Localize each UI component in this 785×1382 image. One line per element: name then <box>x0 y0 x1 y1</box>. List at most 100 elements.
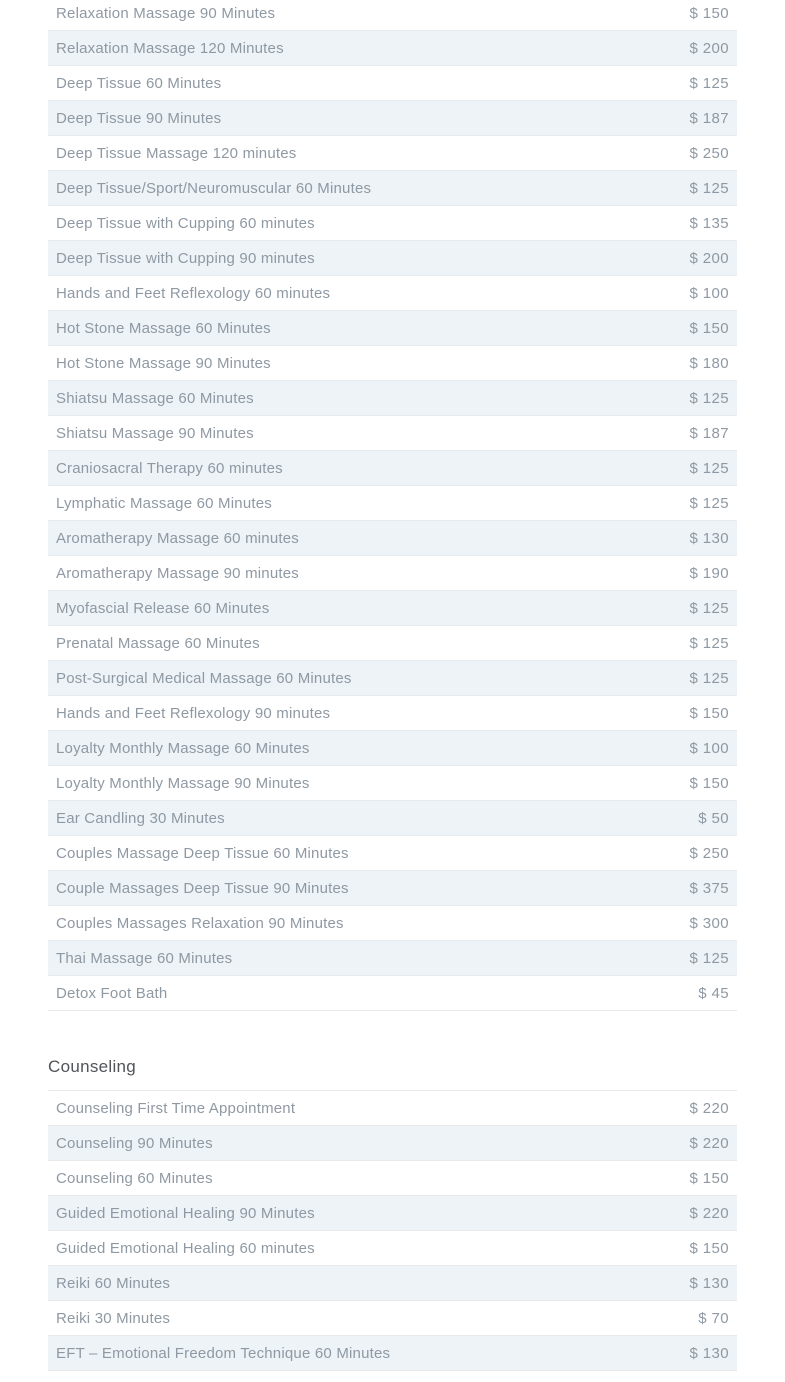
service-row: Shiatsu Massage 90 Minutes $ 187 <box>48 416 737 451</box>
service-price: $ 125 <box>689 949 729 967</box>
service-price: $ 220 <box>689 1204 729 1222</box>
service-name: Thai Massage 60 Minutes <box>56 949 233 967</box>
price-table: Counseling First Time Appointment $ 220 Co… <box>48 1090 737 1382</box>
service-price: $ 200 <box>689 39 729 57</box>
service-name: Hot Stone Massage 60 Minutes <box>56 319 271 337</box>
service-row: Hands and Feet Reflexology 90 minutes $ 1… <box>48 696 737 731</box>
service-name: Post-Surgical Medical Massage 60 Minutes <box>56 669 352 687</box>
service-row: Aromatherapy Massage 60 minutes $ 130 <box>48 521 737 556</box>
service-price: $ 130 <box>689 1344 729 1362</box>
service-row: Ear Candling 30 Minutes $ 50 <box>48 801 737 836</box>
service-name: Deep Tissue 60 Minutes <box>56 74 222 92</box>
service-row: Hot Stone Massage 60 Minutes $ 150 <box>48 311 737 346</box>
service-row: Counseling 90 Minutes $ 220 <box>48 1126 737 1161</box>
service-row: Detox Foot Bath $ 45 <box>48 976 737 1011</box>
service-name: Relaxation Massage 90 Minutes <box>56 4 276 22</box>
service-name: Ear Candling 30 Minutes <box>56 809 225 827</box>
service-name: Prenatal Massage 60 Minutes <box>56 634 260 652</box>
service-price: $ 220 <box>689 1099 729 1117</box>
service-price: $ 187 <box>689 424 729 442</box>
service-row: Counseling 60 Minutes $ 150 <box>48 1161 737 1196</box>
service-price: $ 70 <box>698 1309 729 1327</box>
service-price: $ 125 <box>689 599 729 617</box>
service-row: Loyalty Monthly Massage 60 Minutes $ 100 <box>48 731 737 766</box>
service-price: $ 125 <box>689 179 729 197</box>
service-row-truncated <box>48 1371 737 1382</box>
service-name: Counseling 90 Minutes <box>56 1134 213 1152</box>
service-row: Thai Massage 60 Minutes $ 125 <box>48 941 737 976</box>
service-price: $ 150 <box>689 704 729 722</box>
service-row: Deep Tissue 90 Minutes $ 187 <box>48 101 737 136</box>
service-row: Prenatal Massage 60 Minutes $ 125 <box>48 626 737 661</box>
service-price: $ 150 <box>689 1239 729 1257</box>
service-name: Deep Tissue/Sport/Neuromuscular 60 Minut… <box>56 179 372 197</box>
service-row: Guided Emotional Healing 90 Minutes $ 220 <box>48 1196 737 1231</box>
service-row: EFT – Emotional Freedom Technique 60 Min… <box>48 1336 737 1371</box>
service-row: Couples Massages Relaxation 90 Minutes $ … <box>48 906 737 941</box>
service-price: $ 125 <box>689 669 729 687</box>
service-price: $ 200 <box>689 249 729 267</box>
service-price: $ 220 <box>689 1134 729 1152</box>
service-price: $ 187 <box>689 109 729 127</box>
service-name: Couple Massages Deep Tissue 90 Minutes <box>56 879 349 897</box>
service-price: $ 150 <box>689 774 729 792</box>
service-name: Hands and Feet Reflexology 60 minutes <box>56 284 331 302</box>
service-name: Myofascial Release 60 Minutes <box>56 599 270 617</box>
service-name: Hot Stone Massage 90 Minutes <box>56 354 271 372</box>
service-price: $ 250 <box>689 844 729 862</box>
service-name: Deep Tissue 90 Minutes <box>56 109 222 127</box>
service-row: Deep Tissue/Sport/Neuromuscular 60 Minut… <box>48 171 737 206</box>
service-name: Aromatherapy Massage 60 minutes <box>56 529 299 547</box>
service-name: Guided Emotional Healing 90 Minutes <box>56 1204 315 1222</box>
service-name: Shiatsu Massage 90 Minutes <box>56 424 254 442</box>
service-row: Lymphatic Massage 60 Minutes $ 125 <box>48 486 737 521</box>
service-row: Loyalty Monthly Massage 90 Minutes $ 150 <box>48 766 737 801</box>
service-name: Deep Tissue Massage 120 minutes <box>56 144 297 162</box>
service-row: Guided Emotional Healing 60 minutes $ 150 <box>48 1231 737 1266</box>
service-price: $ 190 <box>689 564 729 582</box>
service-price: $ 130 <box>689 529 729 547</box>
service-name: Couples Massage Deep Tissue 60 Minutes <box>56 844 349 862</box>
service-price: $ 100 <box>689 739 729 757</box>
service-name: Lymphatic Massage 60 Minutes <box>56 494 272 512</box>
service-price: $ 135 <box>689 214 729 232</box>
service-name: Deep Tissue with Cupping 60 minutes <box>56 214 315 232</box>
service-row: Reiki 30 Minutes $ 70 <box>48 1301 737 1336</box>
service-price: $ 125 <box>689 389 729 407</box>
service-name: Loyalty Monthly Massage 90 Minutes <box>56 774 310 792</box>
section-heading: Counseling <box>48 1057 137 1076</box>
service-name: Aromatherapy Massage 90 minutes <box>56 564 299 582</box>
service-price: $ 100 <box>689 284 729 302</box>
service-name: Reiki 60 Minutes <box>56 1274 171 1292</box>
service-price: $ 150 <box>689 319 729 337</box>
service-row: Couple Massages Deep Tissue 90 Minutes $ … <box>48 871 737 906</box>
service-price: $ 125 <box>689 494 729 512</box>
service-row: Relaxation Massage 120 Minutes $ 200 <box>48 31 737 66</box>
service-name: Loyalty Monthly Massage 60 Minutes <box>56 739 310 757</box>
service-row: Post-Surgical Medical Massage 60 Minutes… <box>48 661 737 696</box>
service-price: $ 150 <box>689 1169 729 1187</box>
service-price: $ 125 <box>689 74 729 92</box>
service-row: Craniosacral Therapy 60 minutes $ 125 <box>48 451 737 486</box>
service-price: $ 150 <box>689 4 729 22</box>
service-row: Deep Tissue Massage 120 minutes $ 250 <box>48 136 737 171</box>
service-price: $ 130 <box>689 1274 729 1292</box>
service-name: Detox Foot Bath <box>56 984 168 1002</box>
service-name: Reiki 30 Minutes <box>56 1309 171 1327</box>
service-name: Guided Emotional Healing 60 minutes <box>56 1239 315 1257</box>
service-name: Shiatsu Massage 60 Minutes <box>56 389 254 407</box>
price-table: Relaxation Massage 90 Minutes $ 150 Relaxa… <box>48 0 737 1011</box>
service-row: Shiatsu Massage 60 Minutes $ 125 <box>48 381 737 416</box>
service-row: Aromatherapy Massage 90 minutes $ 190 <box>48 556 737 591</box>
service-price: $ 300 <box>689 914 729 932</box>
service-name: Hands and Feet Reflexology 90 minutes <box>56 704 331 722</box>
service-price: $ 180 <box>689 354 729 372</box>
service-name: Couples Massages Relaxation 90 Minutes <box>56 914 344 932</box>
service-price: $ 50 <box>698 809 729 827</box>
service-row: Deep Tissue with Cupping 60 minutes $ 135 <box>48 206 737 241</box>
service-price: $ 375 <box>689 879 729 897</box>
service-name: EFT – Emotional Freedom Technique 60 Min… <box>56 1344 391 1362</box>
service-row: Deep Tissue with Cupping 90 minutes $ 200 <box>48 241 737 276</box>
service-row: Counseling First Time Appointment $ 220 <box>48 1091 737 1126</box>
